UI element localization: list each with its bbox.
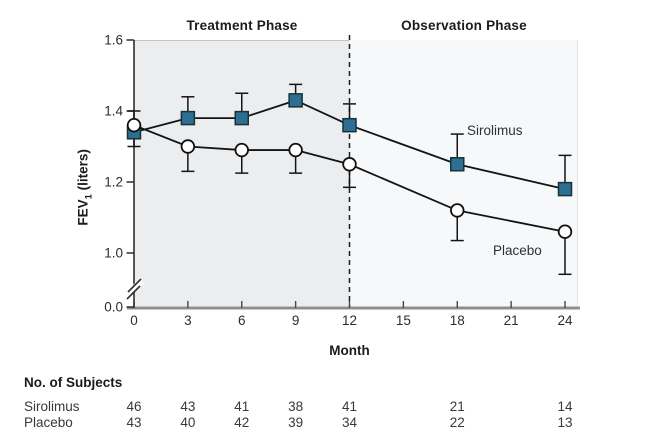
axis-break-mark (127, 278, 142, 293)
subject-count-sirolimus-month-3: 43 (180, 399, 196, 414)
subject-count-placebo-month-3: 40 (180, 415, 196, 430)
treatment-phase-title: Treatment Phase (186, 18, 298, 33)
x-axis-title: Month (329, 343, 370, 358)
x-tick-label: 3 (184, 313, 192, 328)
placebo-marker (234, 142, 249, 158)
sirolimus-marker (234, 110, 249, 126)
x-tick-label: 21 (504, 313, 519, 328)
placebo-series-label: Placebo (493, 243, 542, 258)
subject-count-placebo-month-9: 39 (288, 415, 304, 430)
subject-count-sirolimus-month-0: 46 (126, 399, 142, 414)
subject-count-sirolimus-month-9: 38 (288, 399, 304, 414)
x-tick-label: 9 (292, 313, 300, 328)
sirolimus-marker (557, 181, 573, 197)
placebo-marker (450, 203, 465, 218)
placebo-marker (557, 224, 573, 239)
subject-count-sirolimus-month-6: 41 (234, 399, 250, 414)
x-tick-label: 18 (450, 313, 465, 328)
axis-break-gap (124, 278, 144, 298)
y-tick-label: 0.0 (104, 300, 123, 315)
subject-count-placebo-month-18: 22 (449, 415, 465, 430)
x-tick-label: 15 (396, 313, 411, 328)
sirolimus-marker (180, 110, 196, 126)
x-tick-label: 6 (238, 313, 246, 328)
placebo-marker (342, 157, 357, 172)
axis-break-mark (126, 285, 141, 300)
subject-count-sirolimus-month-12: 41 (341, 399, 358, 414)
x-tick-label: 24 (557, 313, 573, 328)
sirolimus-series-label: Sirolimus (467, 123, 523, 138)
subject-count-sirolimus-month-18: 21 (449, 399, 465, 414)
y-tick-label: 1.6 (104, 33, 123, 48)
subjects-row-label-sirolimus: Sirolimus (24, 399, 80, 414)
placebo-marker (180, 139, 196, 154)
sirolimus-marker (450, 157, 465, 172)
subject-count-placebo-month-24: 13 (557, 415, 573, 430)
subjects-table-title: No. of Subjects (24, 375, 123, 390)
x-tick-label: 0 (130, 313, 138, 328)
observation-phase-title: Observation Phase (401, 18, 527, 33)
placebo-marker (288, 142, 303, 158)
sirolimus-marker (342, 117, 357, 133)
subject-count-placebo-month-0: 43 (126, 415, 142, 430)
y-tick-label: 1.2 (104, 175, 123, 190)
y-tick-label: 1.4 (104, 104, 123, 119)
x-tick-label: 12 (342, 313, 357, 328)
y-tick-label: 1.0 (104, 246, 123, 261)
placebo-marker (126, 117, 142, 133)
subject-count-placebo-month-12: 34 (341, 415, 358, 430)
subject-count-placebo-month-6: 42 (234, 415, 250, 430)
subjects-row-label-placebo: Placebo (24, 415, 73, 430)
subject-count-sirolimus-month-24: 14 (557, 399, 573, 414)
observation-phase-region (349, 40, 578, 306)
sirolimus-marker (288, 93, 303, 108)
